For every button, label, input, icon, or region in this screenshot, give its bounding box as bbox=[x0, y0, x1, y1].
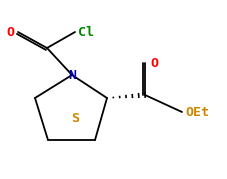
Text: OEt: OEt bbox=[185, 105, 209, 118]
Text: O: O bbox=[6, 25, 14, 38]
Text: Cl: Cl bbox=[78, 25, 94, 38]
Text: S: S bbox=[71, 112, 79, 125]
Text: O: O bbox=[150, 57, 158, 69]
Text: N: N bbox=[68, 69, 76, 81]
